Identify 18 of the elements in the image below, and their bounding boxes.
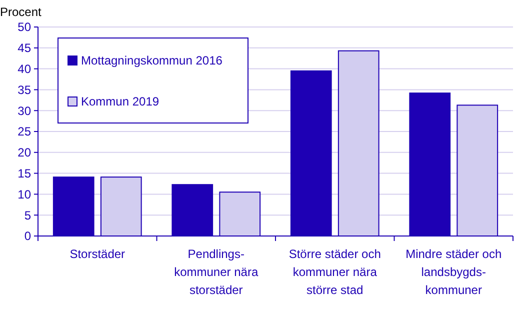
y-tick-label: 0 [24, 229, 32, 244]
y-tick-label: 45 [18, 41, 32, 56]
x-tick-label: Mindre städer och landsbygds- kommuner [406, 247, 502, 297]
x-tick-label: Storstäder [70, 247, 126, 261]
y-axis-title: Procent [0, 5, 42, 19]
x-tick-label: Pendlings- kommuner nära storstäder [174, 247, 258, 297]
x-tick-label: Större städer och kommuner nära större stad [288, 247, 381, 297]
y-tick-label: 20 [18, 146, 32, 160]
y-tick-label: 25 [18, 124, 32, 139]
y-tick-label: 50 [18, 20, 32, 34]
y-tick-label: 35 [18, 82, 32, 97]
y-tick-label: 5 [24, 208, 32, 222]
y-tick-label: 40 [18, 62, 32, 76]
legend-label: Mottagningskommun 2016 [81, 54, 223, 68]
legend-label: Kommun 2019 [81, 94, 160, 109]
y-tick-label: 10 [18, 187, 32, 202]
y-tick-label: 15 [18, 166, 32, 180]
y-tick-label: 30 [18, 104, 32, 118]
